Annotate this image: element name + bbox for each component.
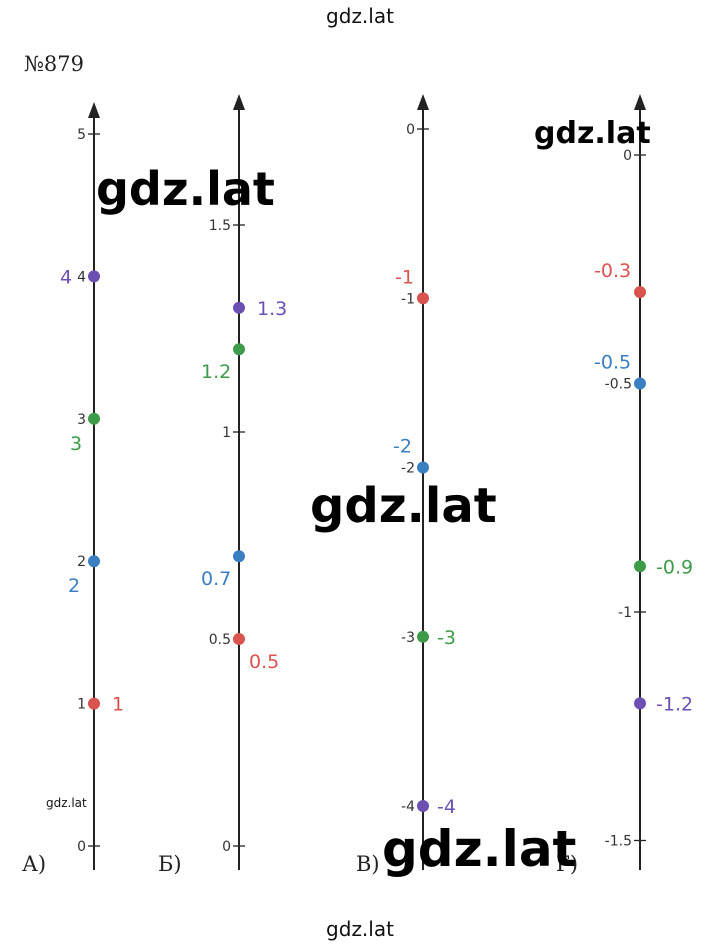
point-label: -2 <box>393 436 412 458</box>
tick-label: 0.5 <box>209 632 231 648</box>
data-point <box>88 555 100 568</box>
data-point <box>417 800 429 812</box>
data-point <box>233 343 245 356</box>
data-point <box>634 377 646 390</box>
point-label: 0.7 <box>201 568 231 590</box>
point-label: -3 <box>437 627 456 649</box>
axis-arrow-1 <box>233 94 245 110</box>
tick-label: 1 <box>77 697 86 713</box>
watermark-4: gdz.lat <box>382 820 577 878</box>
data-point <box>233 550 245 563</box>
point-label: -1.2 <box>656 693 693 715</box>
part-label-g: Г) <box>556 852 579 876</box>
part-label-b: Б) <box>158 852 182 876</box>
tick-label: 4 <box>77 269 86 285</box>
tick-label: 0 <box>77 839 86 855</box>
tick-label: -4 <box>401 799 415 815</box>
axis-arrow-3 <box>634 94 646 110</box>
tick-label: 2 <box>77 554 86 570</box>
point-label: -4 <box>437 796 456 818</box>
tick-label: -1.5 <box>605 834 632 850</box>
part-label-a: А) <box>22 852 47 876</box>
watermark-2: gdz.lat <box>534 116 650 151</box>
point-label: 1.2 <box>201 361 231 383</box>
tick-label: 1.5 <box>209 218 231 234</box>
data-point <box>233 633 245 645</box>
part-label-v: В) <box>356 852 380 876</box>
point-label: 1 <box>112 694 124 716</box>
tick-label: -0.5 <box>605 377 632 393</box>
tick-label: 1 <box>222 425 231 441</box>
data-point <box>634 286 646 299</box>
point-label: 0.5 <box>249 651 279 673</box>
point-label: -0.5 <box>594 352 631 374</box>
data-point <box>417 630 429 643</box>
data-point <box>233 301 245 314</box>
point-label: 3 <box>70 433 82 455</box>
data-point <box>88 412 100 425</box>
tick-label: 3 <box>77 412 86 428</box>
point-label: 1.3 <box>257 298 287 320</box>
point-label: -1 <box>395 266 414 288</box>
data-point <box>417 292 429 305</box>
point-label: -0.9 <box>656 556 693 578</box>
data-point <box>88 270 100 283</box>
problem-number: №879 <box>24 52 84 76</box>
axis-arrow-0 <box>88 102 100 118</box>
watermark-1: gdz.lat <box>96 162 275 216</box>
watermark-3: gdz.lat <box>310 478 497 534</box>
watermark-5: gdz.lat <box>46 796 87 810</box>
site-footer-text: gdz.lat <box>326 917 394 941</box>
tick-label: 5 <box>77 127 86 143</box>
point-label: 4 <box>60 266 72 288</box>
data-point <box>88 697 100 710</box>
tick-label: 0 <box>406 122 415 138</box>
data-point <box>634 697 646 710</box>
point-label: 2 <box>68 575 80 597</box>
data-point <box>417 461 429 474</box>
site-header-text: gdz.lat <box>326 4 394 28</box>
axis-arrow-2 <box>417 94 429 110</box>
data-point <box>634 560 646 573</box>
tick-label: -3 <box>401 630 415 646</box>
tick-label: -2 <box>401 461 415 477</box>
tick-label: -1 <box>401 291 415 307</box>
tick-label: -1 <box>618 605 632 621</box>
tick-label: 0 <box>222 839 231 855</box>
tick-label: 0 <box>623 148 632 164</box>
point-label: -0.3 <box>594 260 631 282</box>
